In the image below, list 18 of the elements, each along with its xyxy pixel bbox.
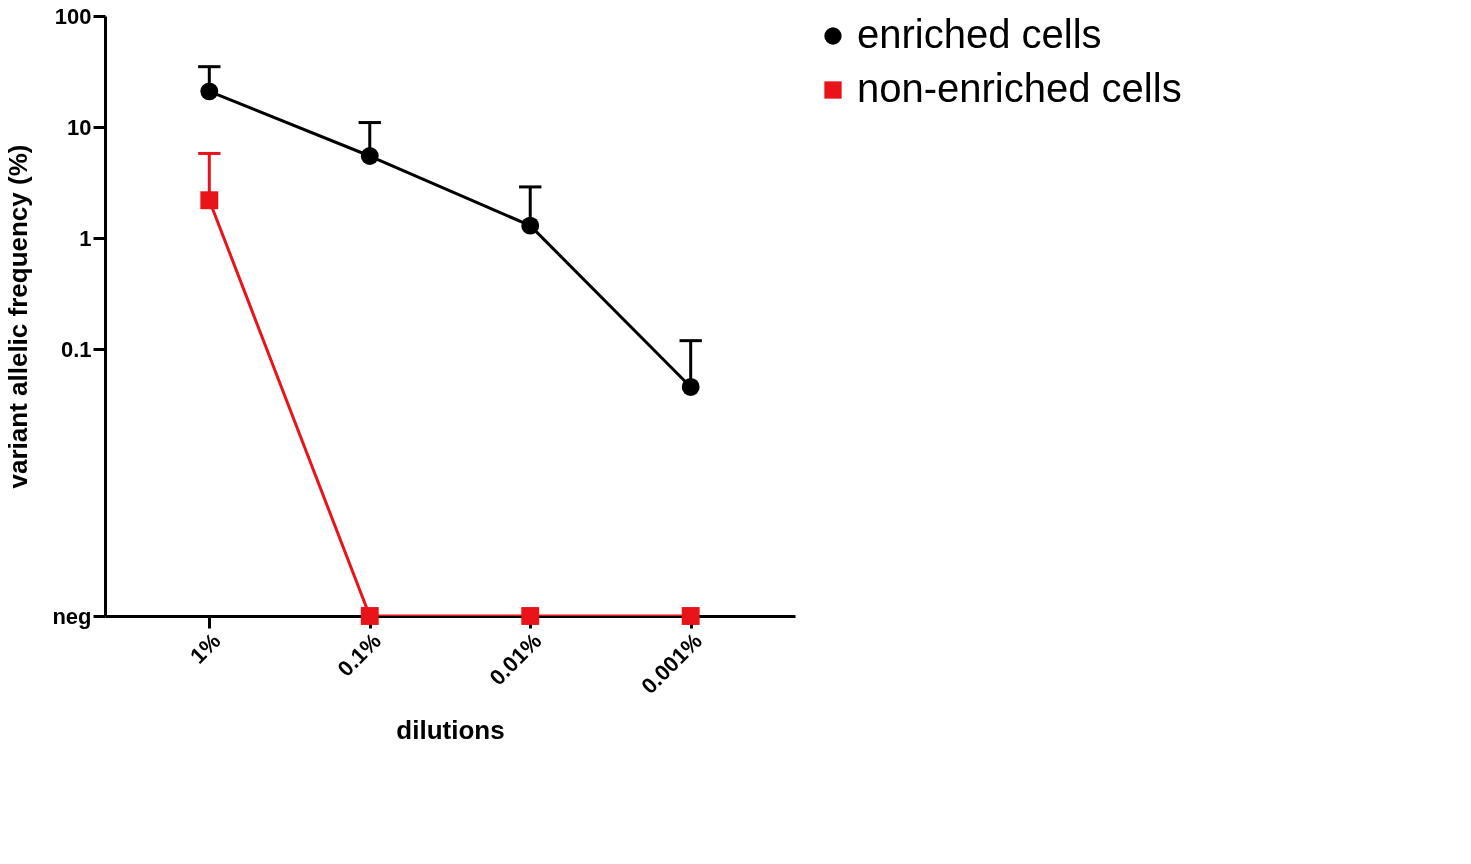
y-tick-label: 10 xyxy=(67,114,92,140)
y-axis-title: variant allelic frequency (%) xyxy=(3,144,34,489)
point xyxy=(681,378,700,396)
point xyxy=(360,147,379,165)
x-axis-title: dilutions xyxy=(396,715,505,746)
legend-label: non-enriched cells xyxy=(857,66,1182,110)
point xyxy=(200,191,219,210)
y-tick-label: 1 xyxy=(79,225,92,251)
point xyxy=(360,607,379,625)
legend-label: enriched cells xyxy=(857,12,1102,56)
y-tick-label: 100 xyxy=(54,3,92,29)
point xyxy=(521,607,540,625)
point xyxy=(200,82,219,101)
point xyxy=(681,607,700,625)
x-tick-label: 1% xyxy=(185,628,226,669)
y-tick-label: neg xyxy=(52,603,92,629)
point xyxy=(521,216,540,235)
y-tick-label: 0.1 xyxy=(60,336,92,362)
